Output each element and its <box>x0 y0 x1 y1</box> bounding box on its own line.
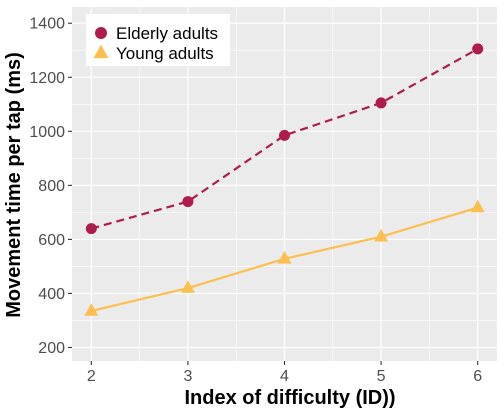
data-point <box>375 97 387 109</box>
data-point <box>472 43 484 55</box>
x-tick-label: 5 <box>377 368 386 385</box>
series-2 <box>84 199 485 316</box>
x-tick-label: 3 <box>183 368 192 385</box>
data-point <box>279 129 290 141</box>
y-tick-label: 800 <box>38 178 65 195</box>
x-axis-title: Index of difficulty (ID)) <box>184 387 395 409</box>
series-layer <box>84 43 485 316</box>
y-axis: 200 400 600 800 1000 1200 1400 <box>29 16 72 357</box>
legend-box <box>86 14 230 66</box>
x-tick-label: 2 <box>87 368 96 385</box>
legend-key <box>93 44 109 59</box>
x-tick-label: 6 <box>473 368 482 385</box>
data-point <box>84 303 99 316</box>
legend-label: Young adults <box>116 44 214 63</box>
y-tick-label: 600 <box>38 232 65 249</box>
y-tick-label: 1200 <box>29 70 65 87</box>
y-tick-label: 200 <box>38 340 65 357</box>
data-point <box>374 228 389 242</box>
y-tick-label: 1400 <box>29 16 65 33</box>
series-1 <box>85 43 484 235</box>
legend-key <box>95 27 107 39</box>
data-point <box>470 199 485 213</box>
data-point <box>180 280 195 293</box>
y-tick-label: 400 <box>38 286 65 303</box>
x-tick-label: 4 <box>280 368 289 385</box>
data-point <box>182 196 194 208</box>
series-line <box>91 47 479 230</box>
data-point <box>277 251 292 264</box>
legend-item: Young adults <box>93 44 214 63</box>
legend-label: Elderly adults <box>116 24 218 43</box>
y-tick-label: 1000 <box>29 124 65 141</box>
data-point <box>85 223 97 235</box>
x-axis: 2 3 4 5 6 <box>87 361 482 385</box>
y-axis-title: Movement time per tap (ms) <box>3 52 25 318</box>
legend-item: Elderly adults <box>95 24 218 43</box>
